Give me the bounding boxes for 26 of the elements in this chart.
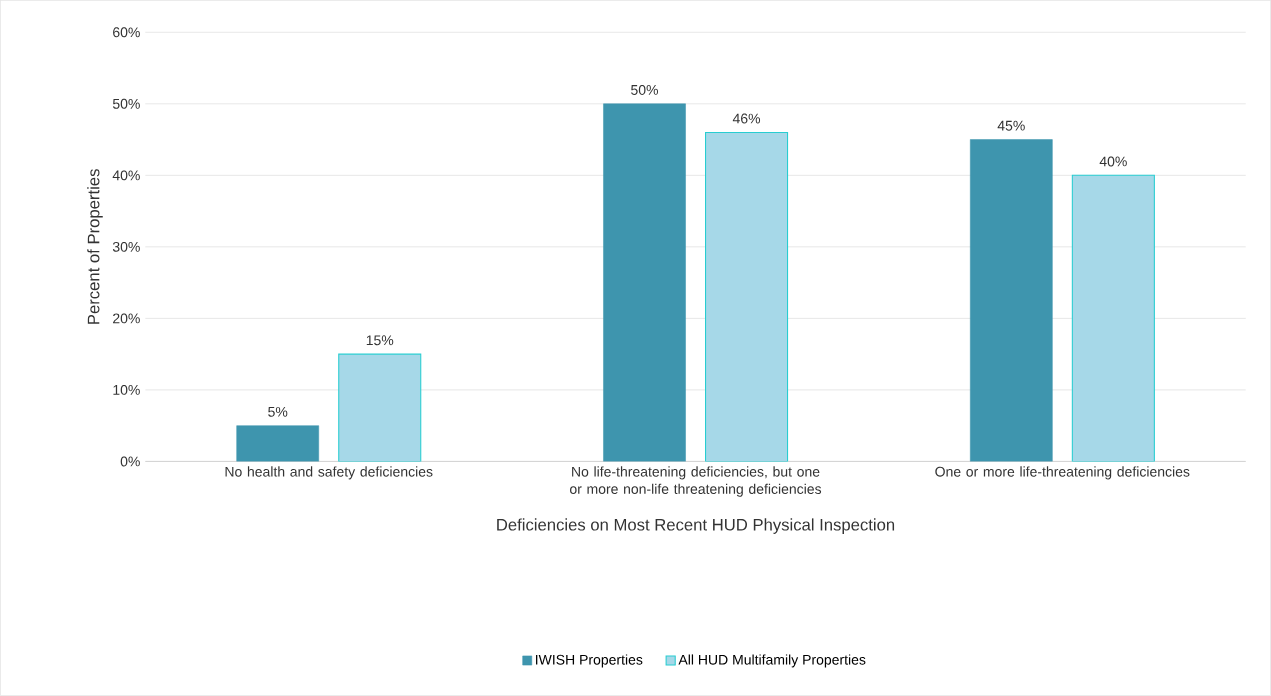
- bar: [1071, 174, 1155, 462]
- y-axis-title: Percent of Properties: [87, 169, 103, 324]
- bar: [236, 425, 319, 462]
- data-label: 45%: [997, 120, 1025, 131]
- y-tick-label: 30%: [112, 242, 140, 252]
- data-label: 15%: [366, 335, 394, 346]
- bar: [603, 103, 686, 462]
- x-axis-title: Deficiencies on Most Recent HUD Physical Inspection: [497, 518, 895, 535]
- data-label: 46%: [732, 113, 761, 124]
- bar: [970, 139, 1053, 462]
- legend-label: IWISH Properties: [536, 654, 643, 668]
- y-tick-label: 60%: [113, 27, 140, 38]
- legend-label: All HUD Multifamily Properties: [678, 654, 866, 668]
- x-tick-label: No health and safety deficiencies: [225, 466, 433, 480]
- bar: [704, 131, 789, 462]
- y-tick-label: 0%: [120, 456, 140, 467]
- data-label: 40%: [1099, 156, 1127, 167]
- x-tick-label: One or more life-threatening deficiencies: [935, 466, 1190, 480]
- data-label: 50%: [631, 85, 659, 95]
- y-tick-label: 20%: [113, 313, 140, 324]
- y-tick-label: 10%: [113, 385, 140, 395]
- bar: [338, 353, 422, 462]
- data-label: 5%: [268, 407, 288, 417]
- y-tick-label: 40%: [112, 170, 140, 181]
- y-tick-label: 50%: [112, 98, 140, 109]
- x-tick-label: No life-threatening deficiencies, but one or more non-life threatening deficiencies: [570, 466, 822, 497]
